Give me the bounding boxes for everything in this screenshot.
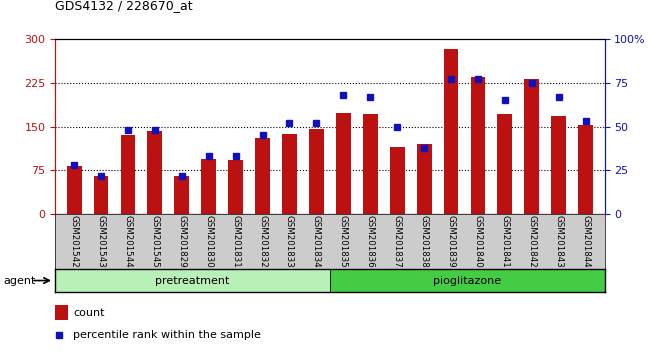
Text: GSM201829: GSM201829 xyxy=(177,215,187,268)
Bar xyxy=(120,135,135,214)
Bar xyxy=(390,147,404,214)
Text: GSM201836: GSM201836 xyxy=(366,215,375,268)
Text: GSM201844: GSM201844 xyxy=(581,215,590,268)
Text: GSM201831: GSM201831 xyxy=(231,215,240,268)
Text: GSM201838: GSM201838 xyxy=(420,215,428,268)
Bar xyxy=(417,144,432,214)
Text: GSM201542: GSM201542 xyxy=(70,215,79,268)
Bar xyxy=(94,176,109,214)
Bar xyxy=(578,125,593,214)
Bar xyxy=(336,113,351,214)
Bar xyxy=(67,166,81,214)
Bar xyxy=(202,159,216,214)
Text: GSM201834: GSM201834 xyxy=(312,215,321,268)
Text: GSM201840: GSM201840 xyxy=(473,215,482,268)
Text: GSM201545: GSM201545 xyxy=(150,215,159,268)
Bar xyxy=(551,116,566,214)
Text: GSM201543: GSM201543 xyxy=(96,215,105,268)
Bar xyxy=(330,269,604,292)
Bar xyxy=(255,138,270,214)
Bar xyxy=(148,131,162,214)
Text: pretreatment: pretreatment xyxy=(155,275,229,286)
Bar xyxy=(174,176,189,214)
Text: percentile rank within the sample: percentile rank within the sample xyxy=(73,330,261,340)
Text: pioglitazone: pioglitazone xyxy=(433,275,501,286)
Bar xyxy=(444,49,458,214)
Text: GSM201832: GSM201832 xyxy=(258,215,267,268)
Text: GSM201842: GSM201842 xyxy=(527,215,536,268)
Text: GSM201835: GSM201835 xyxy=(339,215,348,268)
Text: GSM201837: GSM201837 xyxy=(393,215,402,268)
Text: GSM201833: GSM201833 xyxy=(285,215,294,268)
Bar xyxy=(282,133,297,214)
Text: GSM201544: GSM201544 xyxy=(124,215,133,268)
Bar xyxy=(55,269,330,292)
Bar xyxy=(525,79,540,214)
Text: GDS4132 / 228670_at: GDS4132 / 228670_at xyxy=(55,0,193,12)
Text: GSM201830: GSM201830 xyxy=(204,215,213,268)
Text: count: count xyxy=(73,308,105,318)
Bar xyxy=(497,114,512,214)
Text: GSM201841: GSM201841 xyxy=(500,215,510,268)
Text: agent: agent xyxy=(3,275,36,286)
Bar xyxy=(471,77,486,214)
Bar xyxy=(363,114,378,214)
Bar xyxy=(309,130,324,214)
Text: GSM201839: GSM201839 xyxy=(447,215,456,268)
Bar xyxy=(55,305,68,320)
Text: GSM201843: GSM201843 xyxy=(554,215,564,268)
Bar xyxy=(228,160,243,214)
